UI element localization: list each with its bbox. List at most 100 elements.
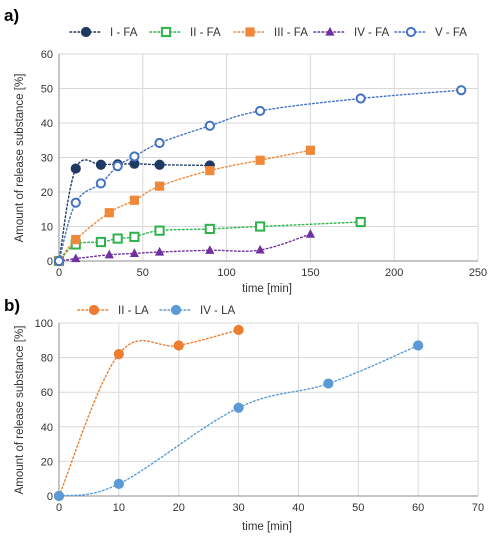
y-tick-label: 60 xyxy=(41,49,53,61)
x-tick-label: 250 xyxy=(469,267,487,279)
data-point-v-fa xyxy=(112,161,123,172)
legend-item-iii-fa: III - FA xyxy=(233,27,308,39)
x-tick-label: 50 xyxy=(137,267,149,279)
y-axis-title-a: Amount of release substance [%] xyxy=(14,74,26,243)
x-tick-label: 100 xyxy=(217,267,235,279)
axes-a xyxy=(58,54,478,262)
x-tick-label: 10 xyxy=(113,502,125,514)
data-point-ii-fa xyxy=(129,231,140,242)
data-point-i-fa xyxy=(70,163,81,174)
legend-marker xyxy=(170,304,182,316)
legend-label: V - FA xyxy=(435,27,467,39)
data-point-iv-la xyxy=(53,490,65,502)
y-tick-label: 80 xyxy=(41,353,53,365)
y-tick-label: 30 xyxy=(41,153,53,165)
legend-item-ii-fa: II - FA xyxy=(149,26,221,39)
data-point-iii-fa xyxy=(129,195,140,205)
y-tick-label: 40 xyxy=(41,422,53,434)
ticks-a: 0 10 20 30 40 50 60 0 50 100 150 200 250 xyxy=(41,49,487,279)
data-point-v-fa xyxy=(154,137,165,149)
x-axis-title-a: time [min] xyxy=(242,283,292,295)
data-point-ii-fa xyxy=(204,223,215,235)
data-point-iii-fa xyxy=(205,166,215,176)
legend-label: II - LA xyxy=(118,305,149,317)
series-b xyxy=(53,324,424,502)
data-point-iv-fa xyxy=(104,249,114,259)
x-tick-label: 0 xyxy=(56,267,62,279)
y-tick-label: 50 xyxy=(41,84,53,96)
x-tick-label: 20 xyxy=(173,502,185,514)
legend-item-ii-la: II - LA xyxy=(77,304,149,317)
data-point-v-fa xyxy=(355,93,366,104)
series-iv-la xyxy=(53,340,424,502)
y-tick-label: 0 xyxy=(47,256,53,268)
grid-b xyxy=(59,322,479,496)
data-point-iv-fa xyxy=(255,244,265,254)
legend-item-iv-fa: IV - FA xyxy=(313,26,389,39)
data-point-ii-fa xyxy=(255,221,266,232)
x-tick-label: 200 xyxy=(385,267,403,279)
data-point-iv-la xyxy=(113,478,124,489)
legend-a: I - FA II - FA III - FA IV - FA V - FA xyxy=(69,26,467,39)
data-point-iv-fa xyxy=(305,228,315,238)
x-axis-title-b: time [min] xyxy=(242,521,292,533)
panel-label-b: b) xyxy=(4,296,20,315)
data-point-ii-la xyxy=(173,340,184,351)
data-point-iv-fa xyxy=(129,248,140,258)
legend-item-i-fa: I - FA xyxy=(69,26,138,39)
series-v-fa xyxy=(53,85,467,267)
data-point-iii-fa xyxy=(255,155,265,165)
data-point-iv-fa xyxy=(205,245,215,254)
x-tick-label: 50 xyxy=(352,502,364,514)
chart-panel-a: a) I - FA II - FA III - FA IV - FA V - FA 0 1… xyxy=(4,6,487,295)
data-point-ii-la xyxy=(233,324,244,336)
data-point-ii-la xyxy=(113,349,124,360)
data-point-iv-la xyxy=(323,378,334,389)
y-tick-label: 40 xyxy=(41,118,53,130)
legend-label: II - FA xyxy=(190,27,221,39)
legend-marker xyxy=(405,26,417,38)
data-point-v-fa xyxy=(204,120,215,131)
chart-panel-b: b) II - LA IV - LA 0 20 40 60 80 100 0 10 20 30 40 5… xyxy=(4,296,484,533)
legend-label: I - FA xyxy=(110,27,138,39)
data-point-v-fa xyxy=(255,105,266,117)
data-point-i-fa xyxy=(154,159,165,170)
legend-label: IV - FA xyxy=(354,27,389,39)
y-tick-label: 20 xyxy=(41,187,53,199)
series-line-ii-la xyxy=(58,329,240,497)
data-point-iii-fa xyxy=(71,235,81,245)
data-point-iv-fa xyxy=(71,253,81,263)
data-point-ii-fa xyxy=(154,225,165,236)
series-iv-fa xyxy=(54,228,315,265)
series-ii-fa xyxy=(53,216,366,267)
data-point-v-fa xyxy=(70,197,81,208)
ticks-b: 0 20 40 60 80 100 0 10 20 30 40 50 60 70 xyxy=(35,318,484,514)
x-tick-label: 70 xyxy=(472,502,484,514)
series-iii-fa xyxy=(54,145,315,266)
data-point-iii-fa xyxy=(305,145,315,155)
y-tick-label: 100 xyxy=(35,318,53,330)
legend-marker xyxy=(80,26,92,38)
data-point-iii-fa xyxy=(154,181,165,191)
panel-label-a: a) xyxy=(4,6,19,25)
data-point-i-fa xyxy=(95,159,107,170)
series-a xyxy=(53,85,467,267)
grid-a xyxy=(59,53,479,261)
legend-item-v-fa: V - FA xyxy=(394,26,467,39)
y-axis-title-b: Amount of release substance [%] xyxy=(14,326,26,495)
x-tick-label: 150 xyxy=(301,267,319,279)
data-point-ii-fa xyxy=(355,216,366,228)
data-point-ii-fa xyxy=(95,236,107,248)
series-line-i-fa xyxy=(58,159,211,262)
legend-b: II - LA IV - LA xyxy=(77,304,235,317)
data-point-v-fa xyxy=(95,178,107,189)
y-tick-label: 20 xyxy=(41,456,53,468)
legend-item-iv-la: IV - LA xyxy=(159,304,235,317)
legend-marker xyxy=(325,26,335,36)
x-tick-label: 30 xyxy=(232,502,244,514)
x-tick-label: 60 xyxy=(412,502,424,514)
y-tick-label: 0 xyxy=(47,491,53,503)
data-point-iv-la xyxy=(233,402,244,413)
legend-marker xyxy=(245,27,255,37)
